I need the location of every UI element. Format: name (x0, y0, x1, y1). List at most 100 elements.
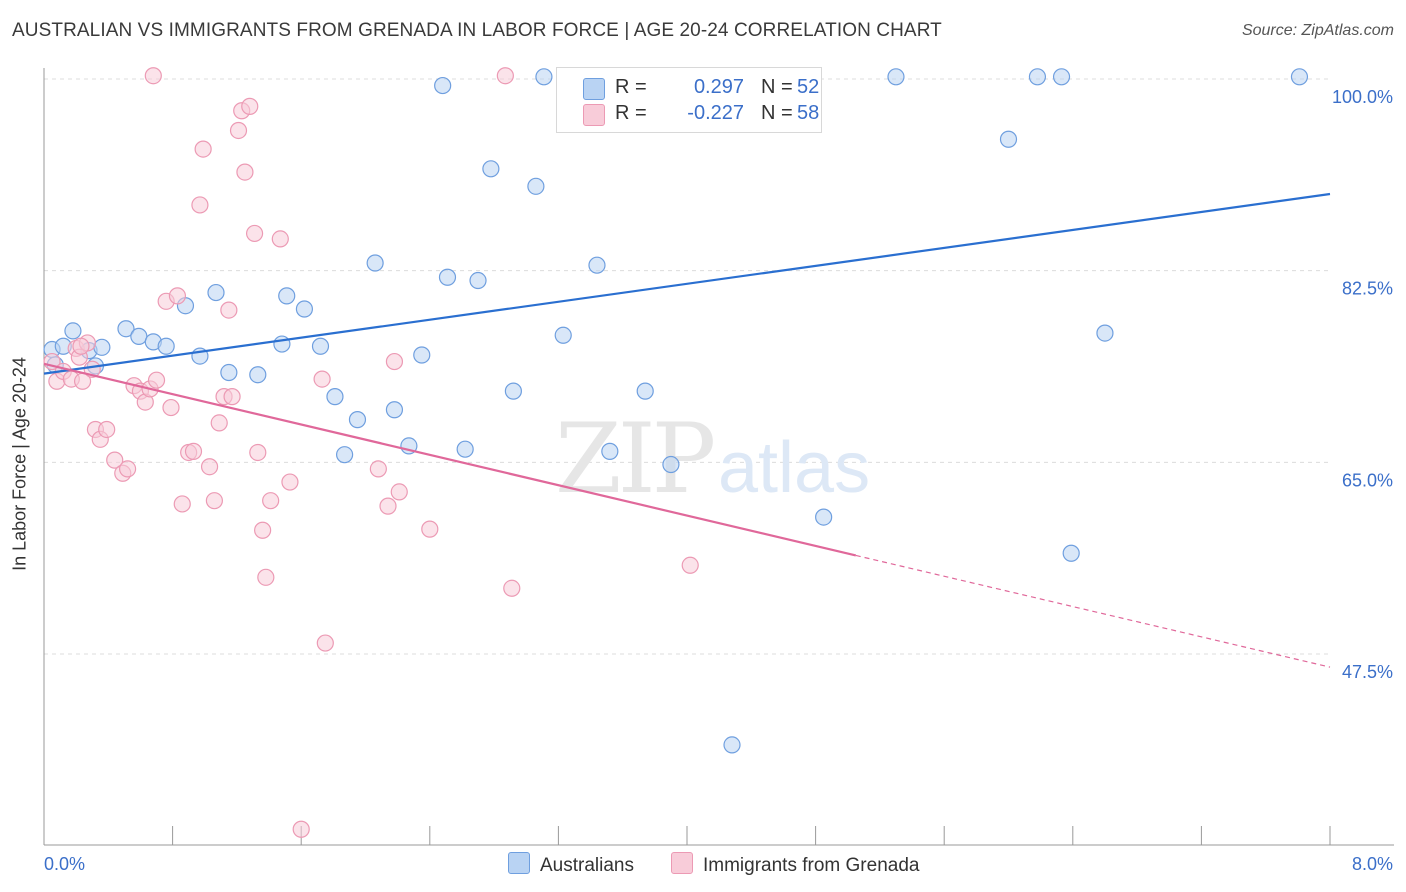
grenada-point (118, 460, 137, 478)
legend-swatch-australians (583, 78, 605, 100)
grenada-trend-extension (855, 554, 1331, 668)
australians-point (157, 337, 175, 355)
grenada-point (72, 337, 90, 355)
australians-point (1062, 544, 1080, 562)
grenada-point (205, 492, 223, 510)
grenada-point (194, 140, 212, 158)
australians-point (64, 322, 82, 340)
legend-r-label: R = (615, 102, 647, 124)
australians-point (438, 268, 457, 286)
grenada-point (503, 579, 521, 597)
australians-point (527, 177, 545, 195)
australians-point (117, 320, 135, 338)
grenada-point (496, 67, 514, 85)
legend-r-value: 0.297 (693, 76, 744, 98)
australians-point (220, 363, 238, 382)
grenada-point (220, 301, 238, 319)
grenada-point (147, 371, 166, 389)
grenada-point (379, 497, 397, 515)
grenada-point (106, 451, 124, 469)
grenada-point (249, 443, 267, 462)
grenada-point (369, 460, 387, 478)
grenada-point (316, 634, 334, 652)
australians-point (434, 76, 452, 95)
correlation-legend: R = 0.297 N = 52 R = -0.227 N = 58 (556, 67, 822, 133)
source-label: Source: ZipAtlas.com (1241, 22, 1394, 39)
australians-point (723, 736, 741, 754)
australians-trend-line (43, 192, 1331, 375)
australians-point (273, 335, 291, 353)
bottom-legend-label: Immigrants from Grenada (703, 855, 920, 876)
grenada-point (313, 370, 331, 388)
legend-n-value: 58 (797, 102, 820, 124)
australians-point (482, 160, 500, 178)
australians-point (311, 337, 330, 355)
legend-r-label: R = (615, 76, 647, 98)
australians-point (554, 326, 572, 344)
watermark-atlas: atlas (718, 428, 870, 508)
australians-point (588, 256, 606, 274)
grenada-point (292, 820, 310, 838)
grenada-point (162, 398, 180, 417)
legend-n-label: N = (761, 76, 793, 98)
australians-point (1096, 324, 1114, 342)
y-tick-label: 47.5% (1342, 662, 1393, 682)
australians-point (278, 287, 296, 305)
australians-point (469, 271, 487, 290)
y-tick-label: 100.0% (1332, 87, 1393, 107)
australians-point (636, 382, 654, 400)
grenada-point (254, 521, 272, 539)
australians-point (815, 508, 833, 526)
grenada-point (421, 520, 439, 538)
y-tick-label: 65.0% (1342, 470, 1393, 490)
australians-point (348, 411, 367, 429)
chart-title: AUSTRALIAN VS IMMIGRANTS FROM GRENADA IN… (12, 20, 942, 41)
australians-point (295, 300, 314, 318)
australians-point (504, 382, 522, 400)
australians-point (662, 455, 680, 474)
legend-n-label: N = (761, 102, 793, 124)
australians-point (207, 283, 225, 302)
grenada-point (173, 495, 191, 513)
grenada-point (385, 352, 404, 371)
x-tick-label: 0.0% (44, 854, 85, 874)
australians-point (385, 401, 404, 419)
australians-point (413, 346, 431, 364)
australians-point (366, 254, 384, 272)
grenada-point (245, 224, 264, 243)
grenada-point (200, 458, 219, 476)
australians-point (130, 327, 148, 345)
grenada-point (390, 483, 408, 501)
grenada-point (210, 414, 228, 432)
legend-r-value: -0.227 (687, 102, 744, 124)
australians-point (456, 440, 474, 458)
grenada-point (223, 388, 241, 406)
grenada-trend-line (43, 362, 857, 557)
bottom-legend-australians: Australians (508, 852, 634, 877)
grenada-point (271, 230, 289, 248)
grenada-point (144, 67, 162, 85)
australians-point (601, 442, 619, 460)
australians-point (249, 366, 267, 384)
bottom-legend-grenada: Immigrants from Grenada (671, 852, 919, 877)
bottom-legend-swatch-australians (508, 852, 530, 874)
australians-point (1028, 68, 1047, 86)
bottom-legend-label: Australians (540, 855, 634, 876)
grenada-point (262, 492, 280, 510)
grenada-point (184, 442, 203, 460)
australians-point (887, 68, 905, 86)
australians-point (93, 338, 111, 356)
australians-point (336, 446, 354, 464)
australians-point (999, 130, 1018, 148)
grenada-point (98, 420, 116, 439)
grenada-point (257, 568, 275, 586)
australians-point (1290, 68, 1309, 86)
legend-swatch-grenada (583, 104, 605, 126)
grenada-point (236, 163, 254, 181)
legend-n-value: 52 (797, 76, 820, 98)
bottom-legend-swatch-grenada (671, 852, 693, 874)
grenada-point (681, 556, 699, 574)
grenada-point (191, 196, 209, 214)
y-tick-label: 82.5% (1342, 279, 1393, 299)
